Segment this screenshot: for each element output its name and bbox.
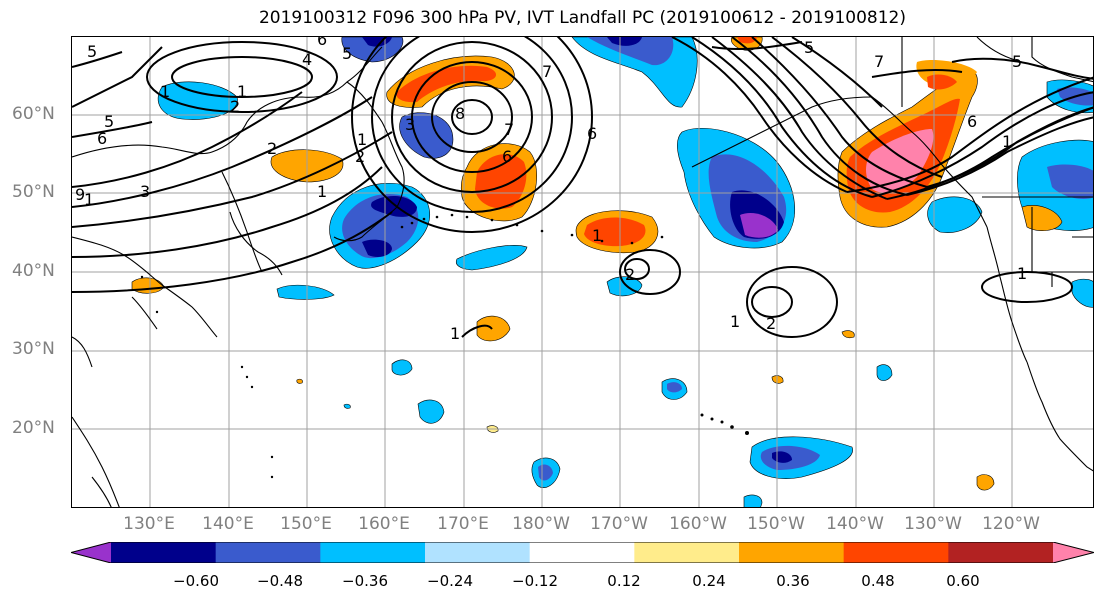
contour-label: 5 [104,112,114,131]
contour-label: 1 [237,82,247,101]
colorbar-cell [739,542,845,563]
islands [140,213,749,479]
lat-label-40n: 40°N [12,261,55,281]
contour-label: 3 [140,182,150,201]
lon-label: 130°W [904,514,962,534]
lat-label-60n: 60°N [12,104,55,124]
contour-label: 6 [967,112,977,131]
contour-label: 6 [317,37,327,49]
lon-label: 170°E [437,514,489,534]
colorbar-cell [529,542,635,563]
contour-label: 1 [160,82,170,101]
contour-label: 7 [542,62,552,81]
contour-labels: 5 6 5 4 1 2 5 6 2 1 3 1 9 1 1 2 3 6 8 7 … [75,37,1027,343]
map-title: 2019100312 F096 300 hPa PV, IVT Landfall… [258,8,906,28]
lon-label: 170°W [590,514,648,534]
colorbar-tick-label: −0.36 [342,572,388,590]
lon-label: 120°W [982,514,1040,534]
colorbar-cell [634,542,740,563]
lat-label-30n: 30°N [12,339,55,359]
lon-label: 180°W [512,514,570,534]
contour-label: 5 [1012,52,1022,71]
lon-label: 160°E [358,514,410,534]
contour-label: 1 [1017,264,1027,283]
contour-label: 1 [450,324,460,343]
colorbar-tick-label: −0.12 [512,572,558,590]
contour-label: 3 [405,115,415,134]
contour-label: 9 [75,185,85,204]
colorbar-cell [425,542,531,563]
negative-anomaly-region [341,37,404,63]
map-canvas: 5 6 5 4 1 2 5 6 2 1 3 1 9 1 1 2 3 6 8 7 … [72,37,1093,507]
contour-label: 1 [592,226,602,245]
colorbar-tick-label: 0.12 [607,572,641,590]
colorbar-cell [320,542,426,563]
pv-shading [131,37,1093,507]
contour-label: 1 [357,130,367,149]
contour-label: 5 [87,42,97,61]
contour-label: 8 [455,104,465,123]
contour-label: 2 [230,97,240,116]
lon-label: 140°W [826,514,884,534]
colorbar [71,542,1094,563]
contour-label: 1 [317,182,327,201]
contour-label: 6 [587,124,597,143]
lat-label-20n: 20°N [12,418,55,438]
colorbar-extend-min [71,542,111,563]
colorbar-tick-label: 0.60 [946,572,980,590]
colorbar-tick-label: −0.24 [427,572,473,590]
ivt-contours [72,37,1093,338]
contour-label: 2 [355,147,365,166]
colorbar-cell [215,542,321,563]
lon-label: 140°E [202,514,254,534]
contour-label: 7 [874,52,884,71]
contour-label: 6 [502,147,512,166]
colorbar-tick-label: 0.24 [692,572,726,590]
lon-label: 150°E [280,514,332,534]
lon-label: 160°W [669,514,727,534]
contour-label: 6 [97,129,107,148]
lon-label: 150°W [747,514,805,534]
colorbar-tick-label: 0.48 [861,572,895,590]
colorbar-cell [948,542,1054,563]
contour-label: 1 [730,312,740,331]
contour-label: 5 [342,44,352,63]
colorbar-tick-label: −0.48 [257,572,303,590]
contour-label: 7 [504,120,514,139]
contour-label: 4 [302,50,312,69]
lon-label: 130°E [123,514,175,534]
colorbar-extend-max [1053,542,1094,563]
contour-label: 2 [766,314,776,333]
lat-label-50n: 50°N [12,182,55,202]
contour-label: 1 [1002,132,1012,151]
map-panel: 5 6 5 4 1 2 5 6 2 1 3 1 9 1 1 2 3 6 8 7 … [71,36,1094,508]
colorbar-cell [111,542,217,563]
contour-label: 5 [804,38,814,57]
contour-label: 2 [267,139,277,158]
colorbar-cell [843,542,949,563]
contour-label: 2 [625,265,635,284]
contour-label: 1 [84,190,94,209]
colorbar-tick-label: −0.60 [173,572,219,590]
colorbar-tick-label: 0.36 [776,572,810,590]
